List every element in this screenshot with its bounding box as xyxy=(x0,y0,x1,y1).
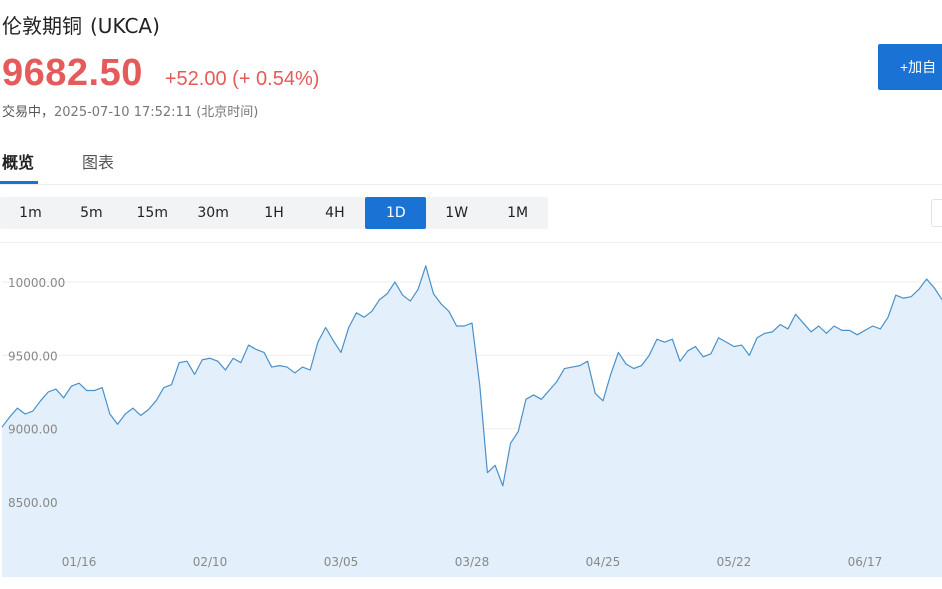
status-timestamp: 2025-07-10 17:52:11 xyxy=(54,105,193,120)
chart-settings-control[interactable] xyxy=(931,199,942,227)
period-15m-button[interactable]: 15m xyxy=(136,205,168,221)
x-tick-label: 02/10 xyxy=(193,555,228,569)
x-tick-label: 05/22 xyxy=(717,555,752,569)
period-5m-button[interactable]: 5m xyxy=(80,205,103,221)
price-change: +52.00 (+ 0.54%) xyxy=(164,68,320,90)
period-1w-button[interactable]: 1W xyxy=(445,205,469,221)
period-1h-button[interactable]: 1H xyxy=(264,205,284,221)
tab-bar: 概览 图表 xyxy=(0,140,942,185)
add-to-watchlist-button[interactable]: +加自 xyxy=(878,44,942,90)
price-series-line xyxy=(1,265,942,487)
y-tick-label: 8500.00 xyxy=(8,496,58,510)
status-timezone: (北京时间) xyxy=(196,105,259,120)
active-tab-indicator xyxy=(0,181,38,184)
price-row: 9682.50 +52.00 (+ 0.54%) xyxy=(2,52,319,95)
price-chart: 10000.00 9500.00 9000.00 8500.00 01/16 02/10 0… xyxy=(0,242,942,582)
x-tick-label: 03/28 xyxy=(455,555,490,569)
trading-status: 交易中，2025-07-10 17:52:11 (北京时间) xyxy=(2,101,258,120)
last-price: 9682.50 xyxy=(2,52,143,94)
period-1m-button[interactable]: 1m xyxy=(19,205,42,221)
tab-overview[interactable]: 概览 xyxy=(2,153,35,172)
period-1d-button[interactable]: 1D xyxy=(365,197,427,229)
period-1month-button[interactable]: 1M xyxy=(507,205,529,221)
x-tick-label: 03/05 xyxy=(324,555,359,569)
period-30m-button[interactable]: 30m xyxy=(197,205,229,221)
instrument-title: 伦敦期铜 (UKCA) xyxy=(2,10,160,39)
x-tick-label: 04/25 xyxy=(586,555,621,569)
y-tick-label: 10000.00 xyxy=(8,276,65,290)
price-area-fill xyxy=(2,265,942,577)
status-text: 交易中， xyxy=(2,105,55,120)
y-tick-label: 9500.00 xyxy=(8,349,58,363)
period-4h-button[interactable]: 4H xyxy=(325,205,345,221)
instrument-name: 伦敦期铜 xyxy=(2,14,82,38)
tab-chart[interactable]: 图表 xyxy=(82,153,115,172)
period-selector: 1m 5m 15m 30m 1H 4H 1D 1W 1M xyxy=(0,197,548,229)
x-tick-label: 06/17 xyxy=(848,555,883,569)
instrument-code: (UKCA) xyxy=(90,14,160,38)
y-tick-label: 9000.00 xyxy=(8,423,58,437)
price-chart-svg: 10000.00 9500.00 9000.00 8500.00 01/16 02/10 0… xyxy=(1,265,942,577)
x-tick-label: 01/16 xyxy=(62,555,97,569)
